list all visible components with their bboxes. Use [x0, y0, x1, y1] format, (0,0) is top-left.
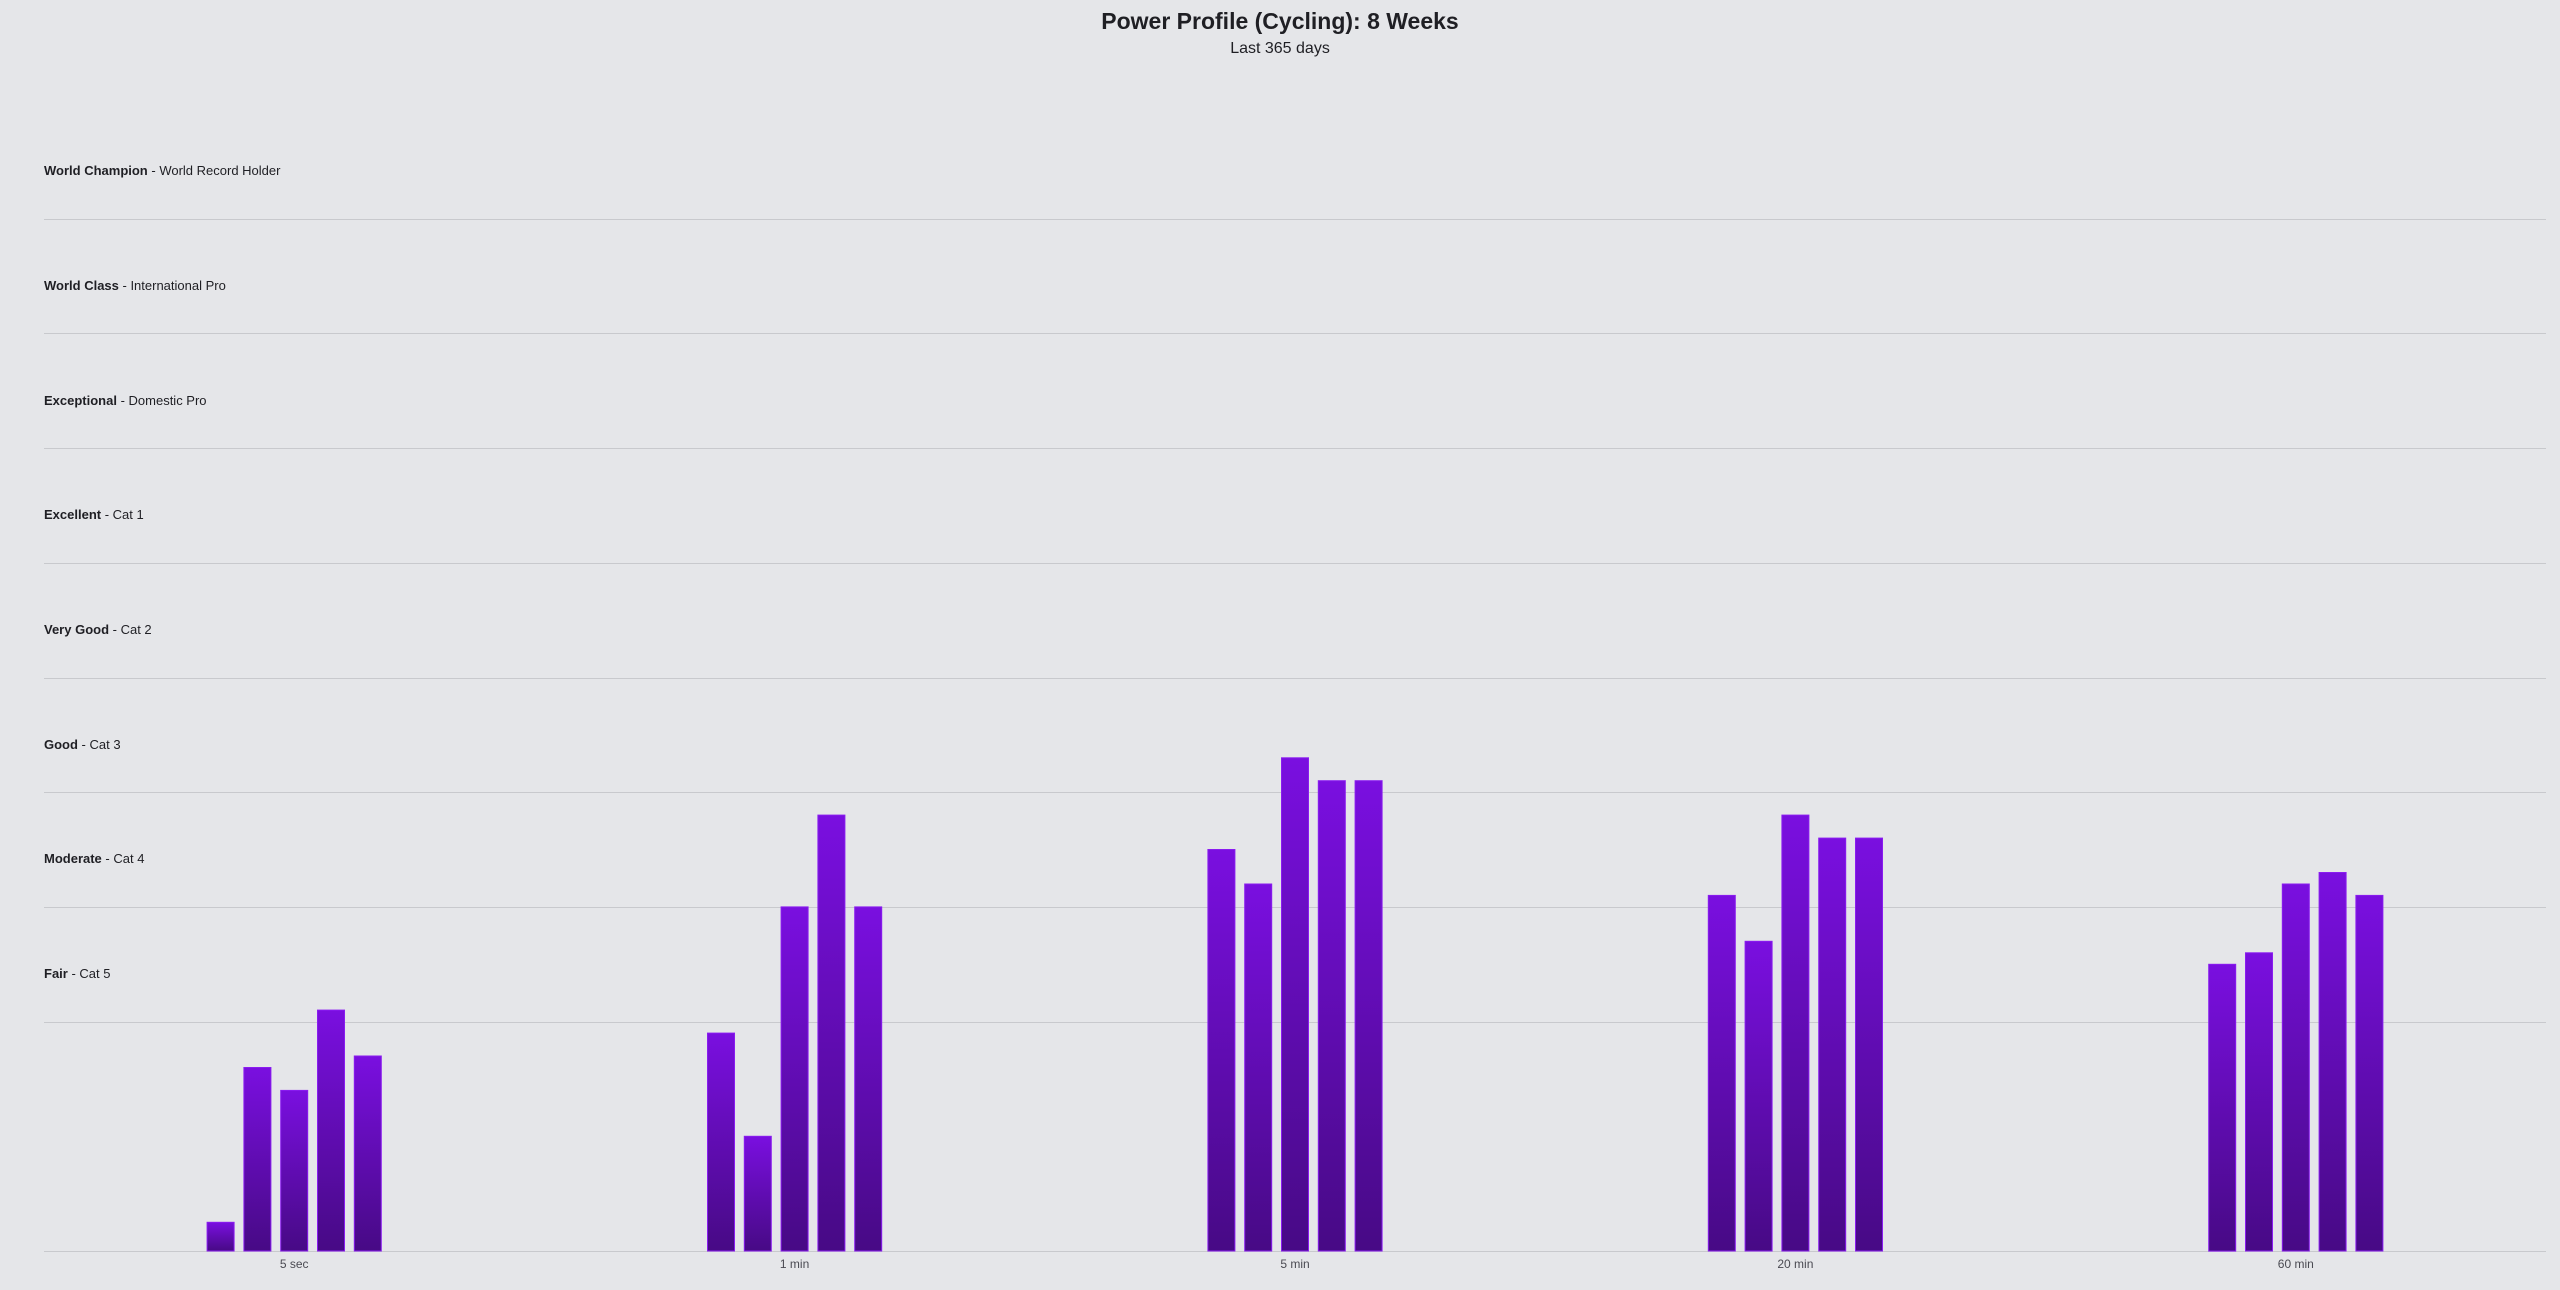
level-name: Exceptional [44, 393, 117, 408]
bar[interactable] [2245, 952, 2273, 1252]
level-label: Very Good - Cat 2 [44, 622, 152, 637]
bar[interactable] [1207, 849, 1236, 1252]
level-name: Good [44, 737, 78, 752]
level-name: Excellent [44, 507, 102, 522]
level-desc: - Cat 3 [78, 737, 121, 752]
bar[interactable] [743, 1135, 772, 1252]
bar[interactable] [206, 1221, 235, 1252]
bar[interactable] [1781, 814, 1810, 1252]
x-tick-label: 5 min [1280, 1257, 1309, 1271]
level-label: Exceptional - Domestic Pro [44, 393, 207, 408]
level-name: Fair [44, 966, 68, 981]
bar[interactable] [1281, 757, 1309, 1252]
bar[interactable] [243, 1067, 272, 1252]
bar[interactable] [1354, 780, 1383, 1252]
chart-title: Power Profile (Cycling): 8 Weeks [1101, 8, 1459, 34]
level-name: World Class [44, 278, 119, 293]
bar[interactable] [2208, 963, 2237, 1252]
level-name: Very Good [44, 622, 109, 637]
bar[interactable] [1244, 883, 1273, 1252]
chart-subtitle: Last 365 days [1230, 40, 1330, 57]
level-label: Moderate - Cat 4 [44, 851, 144, 866]
bar[interactable] [707, 1032, 735, 1252]
bar[interactable] [817, 814, 846, 1252]
level-desc: - Cat 1 [101, 507, 144, 522]
bar[interactable] [280, 1089, 309, 1252]
level-desc: - Cat 4 [102, 851, 145, 866]
bar[interactable] [1707, 894, 1736, 1252]
level-label: World Champion - World Record Holder [44, 163, 281, 178]
level-name: World Champion [44, 163, 148, 178]
x-tick-label: 1 min [780, 1257, 809, 1271]
level-desc: - World Record Holder [148, 163, 281, 178]
level-label: Fair - Cat 5 [44, 966, 110, 981]
bar[interactable] [2318, 872, 2347, 1252]
x-tick-label: 60 min [2278, 1257, 2314, 1271]
level-label: Excellent - Cat 1 [44, 507, 144, 522]
x-tick-label: 20 min [1777, 1257, 1813, 1271]
bar[interactable] [1744, 940, 1773, 1252]
bar[interactable] [780, 906, 809, 1252]
x-tick-label: 5 sec [280, 1257, 309, 1271]
level-label: World Class - International Pro [44, 278, 226, 293]
bar[interactable] [1317, 780, 1346, 1252]
level-desc: - Cat 5 [68, 966, 111, 981]
level-desc: - International Pro [119, 278, 226, 293]
bar[interactable] [2355, 894, 2384, 1252]
bar[interactable] [1818, 837, 1847, 1252]
bar[interactable] [2281, 883, 2310, 1252]
bar[interactable] [317, 1009, 345, 1252]
level-desc: - Domestic Pro [117, 393, 207, 408]
level-label: Good - Cat 3 [44, 737, 121, 752]
level-name: Moderate [44, 851, 102, 866]
bar[interactable] [1855, 837, 1883, 1252]
bar[interactable] [854, 906, 883, 1252]
bar[interactable] [353, 1055, 382, 1252]
level-desc: - Cat 2 [109, 622, 152, 637]
